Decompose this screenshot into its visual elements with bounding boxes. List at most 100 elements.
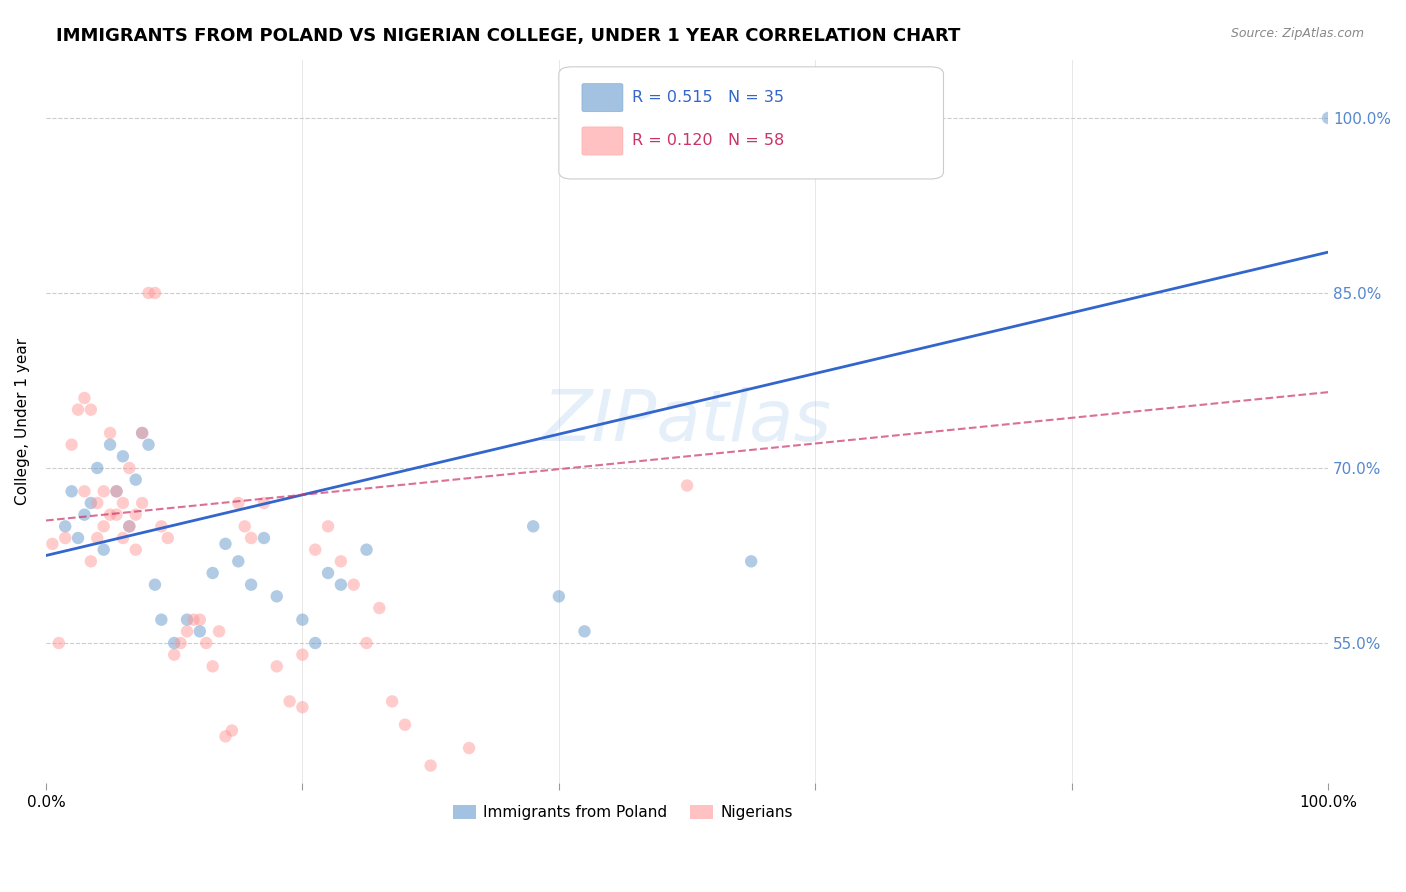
Point <box>356 636 378 650</box>
Point <box>48 636 70 650</box>
Point <box>73 391 96 405</box>
Point <box>343 577 366 591</box>
Point <box>131 496 153 510</box>
Point <box>574 624 596 639</box>
Point <box>111 496 134 510</box>
Point <box>208 624 231 639</box>
Point <box>201 659 224 673</box>
Point <box>214 730 236 744</box>
Point <box>291 648 314 662</box>
Point <box>118 461 141 475</box>
Point <box>183 613 205 627</box>
Point <box>98 508 121 522</box>
Point <box>105 508 128 522</box>
Point <box>73 508 96 522</box>
Point <box>356 542 378 557</box>
Point <box>226 496 249 510</box>
Point <box>676 478 699 492</box>
Point <box>221 723 243 738</box>
Point <box>118 519 141 533</box>
Point <box>60 437 83 451</box>
Point <box>201 566 224 580</box>
Point <box>80 554 103 568</box>
Point <box>176 613 198 627</box>
Point <box>131 425 153 440</box>
Point <box>53 519 76 533</box>
Point <box>291 613 314 627</box>
FancyBboxPatch shape <box>558 67 943 179</box>
Point <box>419 758 441 772</box>
Point <box>93 519 115 533</box>
Point <box>138 437 160 451</box>
Point <box>304 542 326 557</box>
Point <box>105 484 128 499</box>
FancyBboxPatch shape <box>582 84 623 112</box>
Point <box>394 717 416 731</box>
Point <box>80 402 103 417</box>
Point <box>233 519 256 533</box>
FancyBboxPatch shape <box>582 127 623 155</box>
Point <box>458 741 481 756</box>
Point <box>226 554 249 568</box>
Point <box>53 531 76 545</box>
Text: IMMIGRANTS FROM POLAND VS NIGERIAN COLLEGE, UNDER 1 YEAR CORRELATION CHART: IMMIGRANTS FROM POLAND VS NIGERIAN COLLE… <box>56 27 960 45</box>
Point <box>156 531 179 545</box>
Point <box>240 531 263 545</box>
Point <box>316 519 339 533</box>
Point <box>522 519 544 533</box>
Point <box>176 624 198 639</box>
Point <box>98 425 121 440</box>
Point <box>188 613 211 627</box>
Point <box>266 590 288 604</box>
Point <box>125 473 148 487</box>
Point <box>214 537 236 551</box>
Text: Source: ZipAtlas.com: Source: ZipAtlas.com <box>1230 27 1364 40</box>
Point <box>93 542 115 557</box>
Point <box>66 531 89 545</box>
Point <box>163 636 186 650</box>
Point <box>291 700 314 714</box>
Point <box>66 402 89 417</box>
Point <box>316 566 339 580</box>
Point <box>131 425 153 440</box>
Point <box>118 519 141 533</box>
Point <box>111 450 134 464</box>
Point <box>240 577 263 591</box>
Point <box>125 508 148 522</box>
Text: ZIPatlas: ZIPatlas <box>543 387 831 456</box>
Y-axis label: College, Under 1 year: College, Under 1 year <box>15 338 30 505</box>
Point <box>1317 111 1340 125</box>
Point <box>93 484 115 499</box>
Point <box>143 285 166 300</box>
Point <box>60 484 83 499</box>
Point <box>125 542 148 557</box>
Point <box>150 613 173 627</box>
Point <box>304 636 326 650</box>
Point <box>111 531 134 545</box>
Point <box>80 496 103 510</box>
Point <box>381 694 404 708</box>
Text: R = 0.120   N = 58: R = 0.120 N = 58 <box>631 133 785 148</box>
Point <box>195 636 218 650</box>
Point <box>86 531 108 545</box>
Text: R = 0.515   N = 35: R = 0.515 N = 35 <box>631 90 785 104</box>
Point <box>368 601 391 615</box>
Point <box>41 537 63 551</box>
Point <box>547 590 569 604</box>
Point <box>98 437 121 451</box>
Point <box>150 519 173 533</box>
Point <box>143 577 166 591</box>
Point <box>253 496 276 510</box>
Point <box>740 554 762 568</box>
Point <box>86 496 108 510</box>
Legend: Immigrants from Poland, Nigerians: Immigrants from Poland, Nigerians <box>447 798 800 826</box>
Point <box>188 624 211 639</box>
Point <box>278 694 301 708</box>
Point <box>105 484 128 499</box>
Point <box>138 285 160 300</box>
Point <box>163 648 186 662</box>
Point <box>253 531 276 545</box>
Point <box>329 577 352 591</box>
Point <box>86 461 108 475</box>
Point <box>329 554 352 568</box>
